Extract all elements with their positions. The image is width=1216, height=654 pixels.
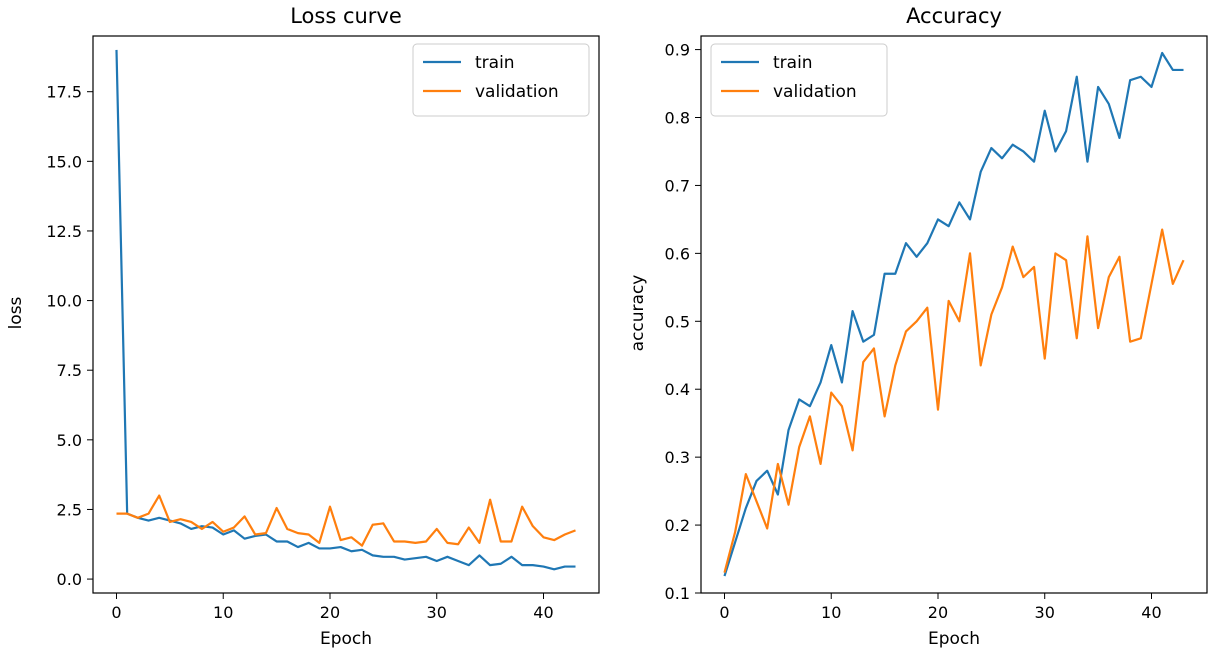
series-lines	[115, 49, 576, 571]
loss-chart: Loss curve Epoch loss 0 10 20 30 40 0.0 2.5 5.0…	[6, 4, 600, 649]
legend-label: train	[773, 53, 813, 73]
y-tick-label: 0.4	[665, 380, 690, 399]
plot-frame	[700, 35, 1208, 594]
y-tick-label: 0.2	[665, 516, 690, 535]
x-tick-label: 10	[821, 603, 841, 622]
series-lines	[723, 51, 1185, 577]
y-axis-label: accuracy	[628, 275, 648, 352]
x-axis-label: Epoch	[320, 629, 372, 649]
x-tick-label: 20	[928, 603, 948, 622]
series-line-validation	[723, 228, 1185, 573]
legend: train validation	[710, 43, 888, 117]
legend-label: train	[475, 53, 515, 73]
chart-title: Accuracy	[906, 4, 1002, 28]
y-tick-label: 5.0	[57, 431, 82, 450]
y-tick-label: 0.7	[665, 176, 690, 195]
axis-ticks: 0 10 20 30 40 0.0 2.5 5.0 7.5 10.0 12.5 15.0 17.5	[46, 83, 553, 622]
x-tick-label: 30	[1035, 603, 1055, 622]
series-line-train	[115, 49, 576, 571]
y-tick-label: 0.0	[57, 570, 82, 589]
y-tick-label: 0.3	[665, 448, 690, 467]
y-tick-label: 17.5	[46, 83, 82, 102]
series-line-validation	[116, 494, 576, 547]
y-tick-label: 0.6	[665, 244, 690, 263]
chart-title: Loss curve	[290, 4, 402, 28]
y-tick-label: 0.1	[665, 584, 690, 603]
y-tick-label: 12.5	[46, 222, 82, 241]
y-tick-label: 2.5	[57, 500, 82, 519]
x-tick-label: 40	[1141, 603, 1161, 622]
y-tick-label: 0.9	[665, 41, 690, 60]
legend-label: validation	[773, 82, 857, 102]
y-tick-label: 15.0	[46, 152, 82, 171]
x-tick-label: 40	[533, 603, 553, 622]
legend: train validation	[412, 43, 590, 117]
y-tick-label: 10.0	[46, 292, 82, 311]
series-line-train	[723, 51, 1184, 577]
y-axis-label: loss	[6, 296, 26, 329]
y-tick-label: 0.8	[665, 109, 690, 128]
x-tick-label: 20	[320, 603, 340, 622]
x-tick-label: 10	[213, 603, 233, 622]
legend-label: validation	[475, 82, 559, 102]
axis-ticks: 0 10 20 30 40 0.1 0.2 0.3 0.4 0.5 0.6 0.7 0.8 0.9	[665, 41, 1162, 622]
x-tick-label: 0	[111, 603, 121, 622]
x-tick-label: 0	[719, 603, 729, 622]
y-tick-label: 0.5	[665, 312, 690, 331]
x-axis-label: Epoch	[928, 629, 980, 649]
y-tick-label: 7.5	[57, 361, 82, 380]
plot-frame	[92, 35, 600, 594]
x-tick-label: 30	[427, 603, 447, 622]
accuracy-chart: Accuracy Epoch accuracy 0 10 20 30 400.10.20…	[628, 4, 1208, 649]
